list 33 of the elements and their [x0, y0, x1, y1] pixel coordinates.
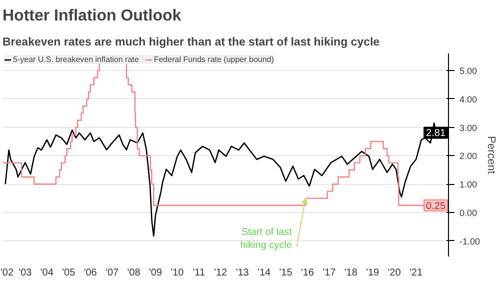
- y-tick-label: 5.00: [460, 66, 478, 76]
- x-tick-label: '10: [170, 268, 184, 278]
- x-tick-label: '02: [0, 268, 14, 278]
- x-tick-label: '07: [106, 268, 120, 278]
- x-tick-label: '13: [236, 268, 250, 278]
- legend-label: 5-year U.S. breakeven inflation rate: [13, 55, 139, 64]
- x-tick-label: '16: [300, 268, 314, 278]
- y-tick-label: 0.00: [460, 208, 478, 218]
- x-tick-label: '17: [322, 268, 336, 278]
- x-tick-label: '06: [84, 268, 98, 278]
- y-tick-label: 1.00: [460, 180, 478, 190]
- x-tick-label: '20: [388, 268, 402, 278]
- annotation: Start of last hiking cycle: [240, 226, 292, 251]
- chart-subtitle: Breakeven rates are much higher than at the start of last hiking cycle: [2, 36, 380, 48]
- x-tick-label: '18: [344, 268, 358, 278]
- x-tick-label: '05: [62, 268, 76, 278]
- y-axis-title: Percent: [485, 136, 498, 174]
- y-tick-label: 4.00: [460, 94, 478, 104]
- y-tick-label: -1.00: [460, 236, 480, 246]
- x-tick-label: '21: [410, 268, 423, 278]
- x-tick-label: '15: [279, 268, 293, 278]
- x-tick-label: '09: [148, 268, 162, 278]
- x-tick-label: '11: [192, 268, 206, 278]
- y-tick-label: 2.00: [460, 151, 478, 162]
- x-tick-label: '14: [258, 268, 272, 278]
- y-tick-label: 3.00: [460, 122, 478, 133]
- x-tick-label: '03: [18, 268, 32, 278]
- x-tick-label: '04: [40, 268, 54, 278]
- legend-label: Federal Funds rate (upper bound): [154, 55, 274, 64]
- x-tick-label: '12: [214, 268, 228, 278]
- x-tick-label: '19: [366, 268, 380, 278]
- chart-title: Hotter Inflation Outlook: [2, 8, 182, 24]
- x-tick-label: '08: [127, 268, 141, 278]
